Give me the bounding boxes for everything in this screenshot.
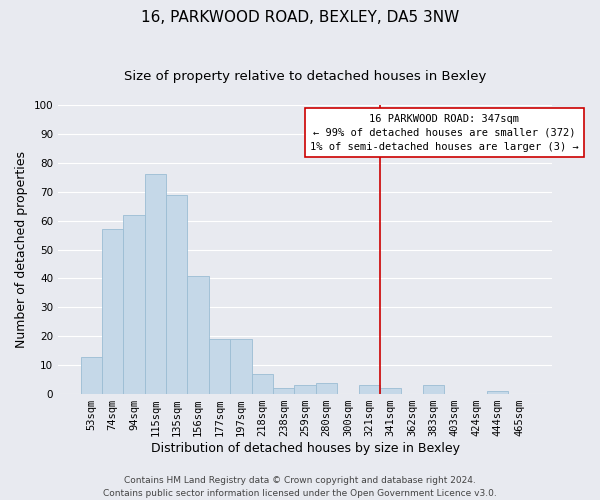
- Bar: [145, 174, 166, 394]
- Bar: [359, 386, 380, 394]
- Text: 16, PARKWOOD ROAD, BEXLEY, DA5 3NW: 16, PARKWOOD ROAD, BEXLEY, DA5 3NW: [141, 10, 459, 25]
- Bar: [273, 388, 295, 394]
- Bar: [187, 276, 209, 394]
- Bar: [230, 339, 251, 394]
- Bar: [123, 215, 145, 394]
- Bar: [80, 356, 102, 394]
- Bar: [166, 194, 187, 394]
- Text: 16 PARKWOOD ROAD: 347sqm
← 99% of detached houses are smaller (372)
1% of semi-d: 16 PARKWOOD ROAD: 347sqm ← 99% of detach…: [310, 114, 578, 152]
- Bar: [423, 386, 444, 394]
- Text: Contains HM Land Registry data © Crown copyright and database right 2024.
Contai: Contains HM Land Registry data © Crown c…: [103, 476, 497, 498]
- Title: Size of property relative to detached houses in Bexley: Size of property relative to detached ho…: [124, 70, 487, 83]
- Bar: [380, 388, 401, 394]
- Bar: [487, 391, 508, 394]
- Bar: [316, 382, 337, 394]
- Bar: [295, 386, 316, 394]
- Y-axis label: Number of detached properties: Number of detached properties: [15, 151, 28, 348]
- Bar: [209, 339, 230, 394]
- Bar: [251, 374, 273, 394]
- X-axis label: Distribution of detached houses by size in Bexley: Distribution of detached houses by size …: [151, 442, 460, 455]
- Bar: [102, 230, 123, 394]
